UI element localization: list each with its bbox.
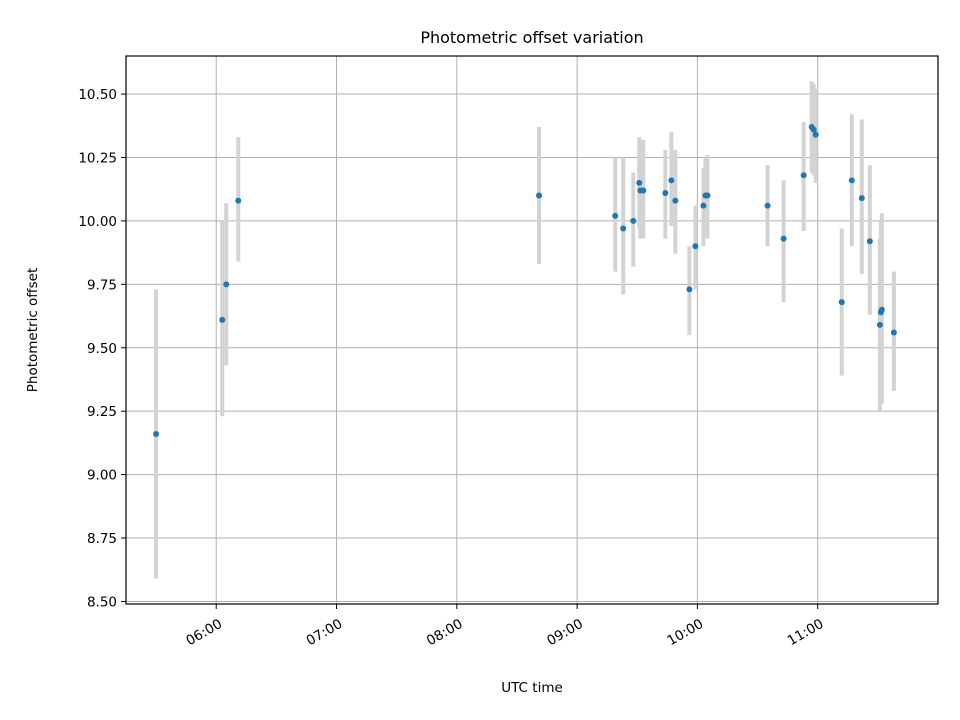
data-point — [223, 281, 230, 288]
data-point — [620, 225, 627, 232]
data-point — [219, 316, 226, 323]
data-point — [780, 235, 787, 242]
grid — [126, 56, 938, 604]
data-point — [630, 217, 637, 224]
data-point — [810, 126, 817, 133]
y-tick-label: 8.75 — [87, 531, 117, 547]
data-point — [876, 321, 883, 328]
data-point — [612, 212, 619, 219]
data-point — [640, 187, 647, 194]
y-axis-ticks: 8.50 8.75 9.00 9.25 9.50 9.75 10.00 10.25 10.50 — [78, 87, 126, 610]
data-point — [672, 197, 679, 204]
y-tick-label: 9.00 — [87, 468, 117, 484]
y-tick-label: 9.50 — [87, 341, 117, 357]
data-point — [686, 286, 693, 293]
plot-frame — [125, 55, 939, 605]
data-point — [536, 192, 543, 199]
data-point — [848, 177, 855, 184]
y-tick-label: 10.25 — [78, 150, 117, 166]
data-point — [153, 431, 160, 438]
y-axis-label: Photometric offset — [25, 268, 41, 392]
data-point — [838, 299, 845, 306]
x-axis-label: UTC time — [501, 680, 563, 696]
y-tick-label: 8.50 — [87, 594, 117, 610]
chart-title: Photometric offset variation — [420, 28, 643, 47]
data-point — [866, 238, 873, 245]
data-point — [704, 192, 711, 199]
data-point — [878, 306, 885, 313]
data-point — [800, 172, 807, 179]
y-tick-label: 10.00 — [78, 214, 117, 230]
data-point — [235, 197, 242, 204]
data-point — [812, 131, 819, 138]
data-point — [890, 329, 897, 336]
data-point — [636, 179, 643, 186]
y-tick-label: 9.75 — [87, 277, 117, 293]
data-point — [700, 202, 707, 209]
y-tick-label: 9.25 — [87, 404, 117, 420]
data-point — [858, 195, 865, 202]
data-points — [153, 124, 897, 438]
data-point — [668, 177, 675, 184]
data-point — [692, 243, 699, 250]
data-point — [764, 202, 771, 209]
y-tick-label: 10.50 — [78, 87, 117, 103]
data-point — [662, 190, 669, 196]
